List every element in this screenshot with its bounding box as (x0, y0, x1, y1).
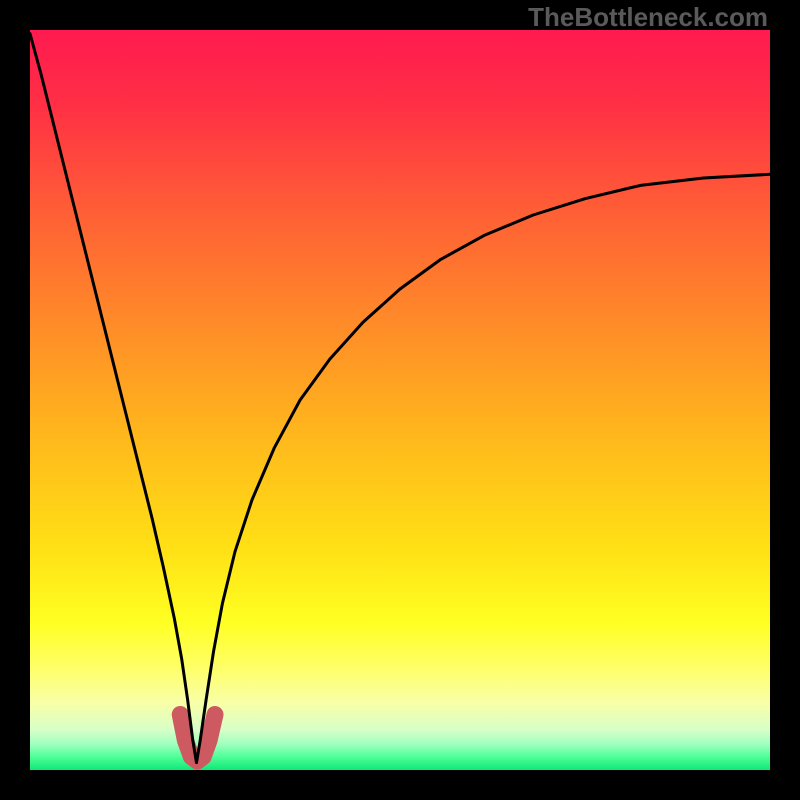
plot-background (30, 30, 770, 770)
chart-svg (0, 0, 800, 800)
chart-container: TheBottleneck.com (0, 0, 800, 800)
